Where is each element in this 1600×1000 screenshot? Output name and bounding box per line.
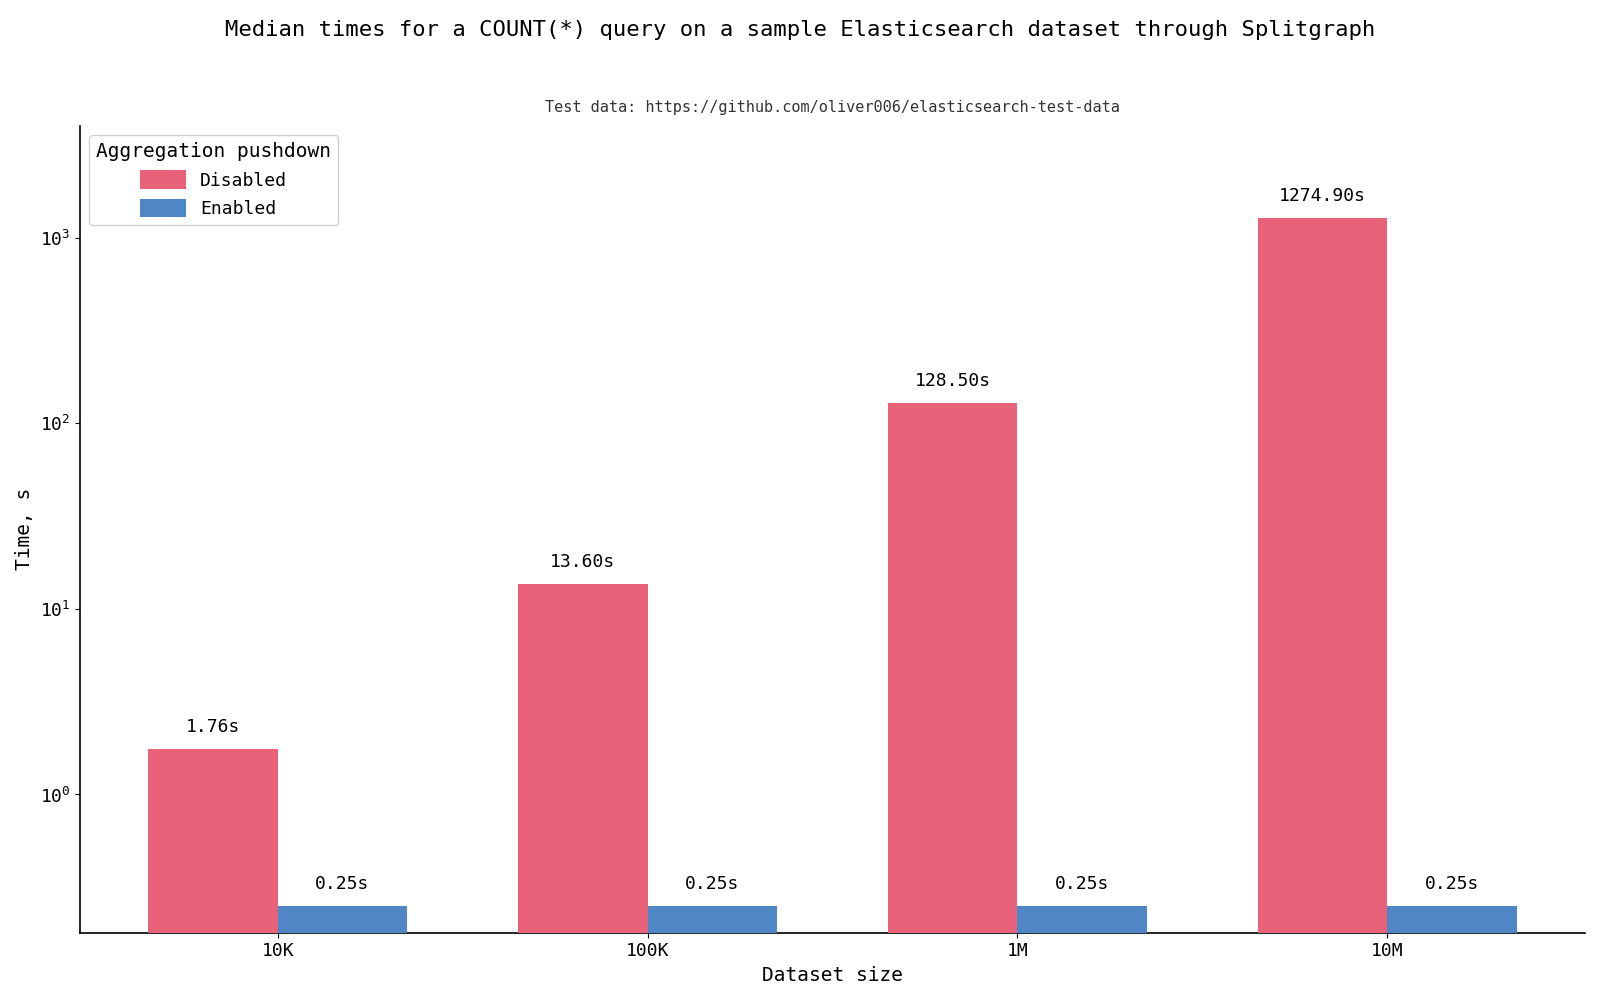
Bar (888, 403, 1018, 1000)
Text: 0.25s: 0.25s (685, 875, 739, 893)
Legend: Disabled, Enabled: Disabled, Enabled (90, 135, 339, 225)
X-axis label: Dataset size: Dataset size (762, 966, 902, 985)
Bar (1387, 906, 1517, 1000)
Text: 1274.90s: 1274.90s (1278, 187, 1366, 205)
Bar (518, 584, 648, 1000)
Text: 1.76s: 1.76s (186, 718, 240, 736)
Bar (1018, 906, 1147, 1000)
Bar (1258, 218, 1387, 1000)
Text: 13.60s: 13.60s (550, 553, 616, 571)
Text: 0.25s: 0.25s (1054, 875, 1109, 893)
Text: 128.50s: 128.50s (915, 372, 990, 390)
Text: 0.25s: 0.25s (315, 875, 370, 893)
Text: Median times for a COUNT(*) query on a sample Elasticsearch dataset through Spli: Median times for a COUNT(*) query on a s… (226, 20, 1374, 40)
Text: 0.25s: 0.25s (1424, 875, 1478, 893)
Y-axis label: Time, s: Time, s (14, 488, 34, 570)
Bar (149, 749, 278, 1000)
Bar (648, 906, 778, 1000)
Bar (278, 906, 408, 1000)
Title: Test data: https://github.com/oliver006/elasticsearch-test-data: Test data: https://github.com/oliver006/… (546, 100, 1120, 115)
